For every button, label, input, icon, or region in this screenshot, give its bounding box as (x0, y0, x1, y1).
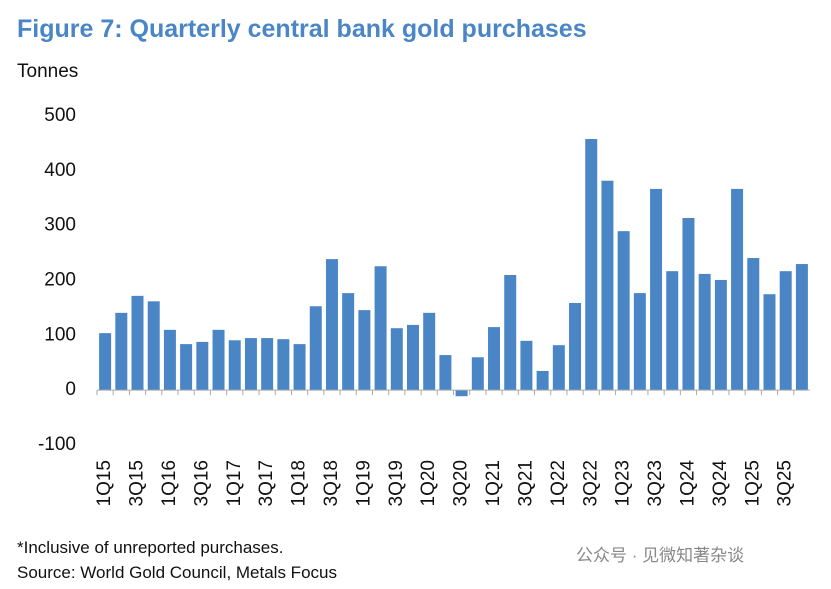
bar (99, 333, 112, 391)
x-tick-label: 1Q18 (289, 460, 310, 506)
bar (358, 310, 371, 391)
bar (439, 355, 452, 391)
x-tick-label: 3Q16 (191, 460, 212, 506)
bar (488, 327, 501, 391)
y-tick-label: 300 (44, 215, 76, 236)
bar (471, 357, 484, 391)
watermark: 公众号 · 见微知著杂谈 (576, 546, 744, 565)
bar (115, 312, 128, 391)
bar (779, 271, 792, 391)
x-tick-label: 1Q23 (613, 460, 634, 506)
bar (585, 139, 598, 391)
x-tick-label: 1Q17 (224, 460, 245, 506)
y-axis-label: Tonnes (17, 61, 78, 82)
bar (261, 338, 274, 391)
bar (536, 370, 549, 391)
bar (163, 329, 176, 391)
bar (244, 338, 257, 391)
chart-title: Figure 7: Quarterly central bank gold pu… (17, 15, 587, 43)
x-tick-label: 1Q24 (677, 460, 698, 507)
bar (731, 188, 744, 391)
bar (698, 273, 711, 391)
x-tick-label: 1Q25 (742, 460, 763, 506)
bar (569, 302, 582, 391)
bar (617, 231, 630, 391)
bar (633, 293, 646, 391)
bar (552, 345, 565, 391)
bar (601, 180, 614, 391)
bar (455, 390, 468, 397)
bar (504, 275, 517, 391)
bar (374, 266, 387, 391)
x-tick-label: 1Q21 (483, 460, 504, 506)
y-tick-label: 400 (44, 160, 76, 181)
bar (795, 264, 808, 391)
bar (763, 294, 776, 391)
source: Source: World Gold Council, Metals Focus (17, 563, 337, 582)
x-tick-label: 3Q19 (386, 460, 407, 506)
bar (390, 328, 403, 391)
y-tick-label: 200 (44, 270, 76, 291)
bar (325, 259, 338, 391)
bar (180, 344, 193, 391)
bar (747, 258, 760, 391)
y-tick-label: 100 (44, 324, 76, 345)
bar (520, 340, 533, 391)
bar (666, 271, 679, 391)
bar (714, 279, 727, 391)
y-tick-label: 500 (44, 105, 76, 126)
x-tick-label: 3Q25 (775, 460, 796, 506)
bar (423, 312, 436, 391)
x-tick-label: 3Q22 (580, 460, 601, 506)
bar (131, 295, 144, 391)
bar (406, 324, 419, 391)
x-tick-label: 3Q17 (256, 460, 277, 506)
bar (650, 188, 663, 391)
x-tick-label: 1Q15 (94, 460, 115, 506)
bar (309, 306, 322, 391)
bar (293, 344, 306, 391)
bar (228, 340, 241, 391)
x-tick-label: 1Q22 (548, 460, 569, 506)
x-tick-label: 3Q23 (645, 460, 666, 506)
bar (196, 341, 209, 391)
x-tick-label: 1Q16 (159, 460, 180, 506)
bar (147, 301, 160, 391)
x-tick-label: 3Q20 (451, 460, 472, 506)
bar (342, 293, 355, 391)
x-tick-label: 1Q19 (353, 460, 374, 506)
x-tick-label: 3Q24 (710, 460, 731, 507)
note: *Inclusive of unreported purchases. (17, 538, 284, 557)
x-tick-label: 3Q15 (127, 460, 148, 506)
y-tick-label: -100 (38, 434, 76, 455)
x-tick-label: 3Q21 (515, 460, 536, 506)
bar (682, 217, 695, 391)
y-tick-label: 0 (65, 379, 76, 400)
bar (277, 339, 290, 391)
bar (212, 329, 225, 391)
x-tick-label: 3Q18 (321, 460, 342, 506)
x-tick-label: 1Q20 (418, 460, 439, 506)
